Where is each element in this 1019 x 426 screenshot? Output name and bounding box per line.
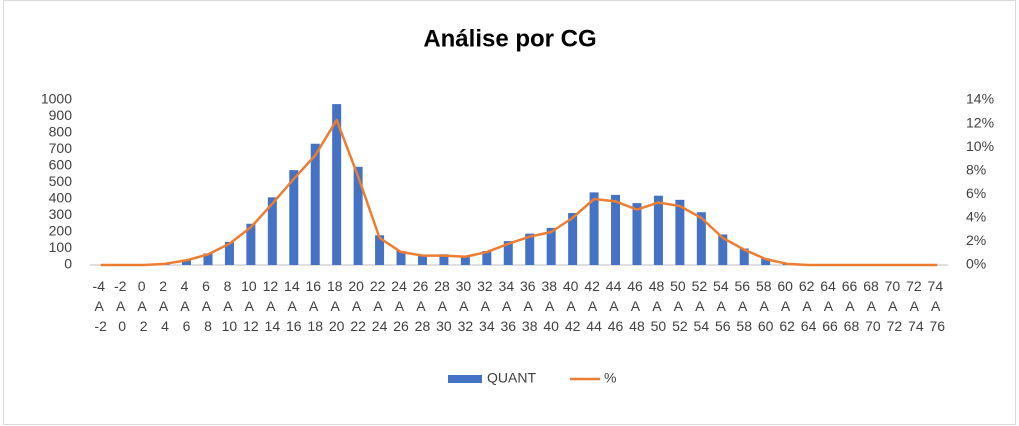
- x-tick-label: 26 A 28: [413, 278, 432, 334]
- x-tick-label: 24 A 26: [391, 278, 410, 334]
- y-tick-label: 700: [49, 140, 73, 156]
- x-tick-label: 14 A 16: [284, 278, 303, 334]
- bar: [203, 253, 213, 265]
- x-tick-label: 16 A 18: [305, 278, 324, 334]
- y-tick-label: 100: [49, 239, 73, 255]
- x-tick-label: 42 A 44: [584, 278, 603, 334]
- x-tick-label: 22 A 24: [370, 278, 389, 334]
- x-tick-label: 36 A 38: [520, 278, 539, 334]
- y-tick-label: 300: [49, 206, 73, 222]
- bar: [611, 194, 621, 265]
- bar: [546, 227, 556, 265]
- x-tick-label: 6 A 8: [202, 278, 214, 334]
- y2-tick-label: 12%: [966, 114, 994, 130]
- x-tick-label: 50 A 52: [670, 278, 689, 334]
- y-tick-label: 600: [49, 157, 73, 173]
- bar: [417, 255, 427, 265]
- bar: [589, 192, 599, 265]
- x-tick-label: 64 A 66: [820, 278, 839, 334]
- x-tick-label: 46 A 48: [627, 278, 646, 334]
- y2-tick-label: 6%: [966, 185, 986, 201]
- chart-title: Análise por CG: [423, 25, 596, 52]
- legend-label: %: [604, 370, 616, 386]
- bar: [460, 255, 470, 265]
- legend-label: QUANT: [487, 370, 536, 386]
- bar: [503, 241, 513, 265]
- y2-tick-label: 4%: [966, 209, 986, 225]
- y-tick-label: 800: [49, 124, 73, 140]
- bar: [653, 195, 663, 265]
- y-tick-label: 1000: [41, 91, 72, 107]
- bar: [675, 199, 685, 265]
- x-tick-label: 48 A 50: [649, 278, 668, 334]
- bar: [353, 166, 363, 265]
- bar: [246, 223, 256, 265]
- y2-tick-label: 8%: [966, 161, 986, 177]
- x-tick-label: 0 A 2: [137, 278, 149, 334]
- x-tick-label: 28 A 30: [434, 278, 453, 334]
- bar: [375, 235, 385, 265]
- x-tick-label: 32 A 34: [477, 278, 496, 334]
- bar: [482, 250, 492, 265]
- y2-tick-label: 2%: [966, 232, 986, 248]
- y2-tick-label: 10%: [966, 138, 994, 154]
- y-tick-label: 400: [49, 190, 73, 206]
- bar: [267, 197, 277, 265]
- y-tick-label: 900: [49, 107, 73, 123]
- bar: [224, 241, 234, 265]
- x-tick-label: -2 A 0: [114, 278, 130, 334]
- x-tick-label: 18 A 20: [327, 278, 346, 334]
- x-tick-label: 30 A 32: [456, 278, 475, 334]
- x-tick-label: 68 A 70: [863, 278, 882, 334]
- legend-swatch: [448, 375, 482, 383]
- bar: [396, 250, 406, 265]
- x-tick-label: 60 A 62: [777, 278, 796, 334]
- x-tick-label: 38 A 40: [541, 278, 560, 334]
- x-tick-label: 2 A 4: [159, 278, 171, 334]
- bar: [696, 212, 706, 265]
- bar: [739, 248, 749, 265]
- y-tick-label: 200: [49, 223, 73, 239]
- bar: [568, 213, 578, 265]
- y2-tick-label: 0%: [966, 256, 986, 272]
- x-tick-label: 20 A 22: [348, 278, 367, 334]
- y-tick-label: 500: [49, 173, 73, 189]
- x-tick-label: 10 A 12: [241, 278, 260, 334]
- x-tick-label: 62 A 64: [799, 278, 818, 334]
- bar: [632, 203, 642, 265]
- bar: [439, 254, 449, 265]
- y2-tick-label: 14%: [966, 91, 994, 107]
- line: [100, 118, 938, 267]
- x-tick-label: 66 A 68: [842, 278, 861, 334]
- bar: [289, 170, 299, 265]
- bar: [182, 260, 192, 265]
- x-tick-label: 70 A 72: [885, 278, 904, 334]
- x-tick-label: 44 A 46: [606, 278, 625, 334]
- bar: [761, 258, 771, 265]
- x-tick-label: 34 A 36: [499, 278, 518, 334]
- bar: [332, 104, 342, 265]
- bar: [718, 234, 728, 265]
- x-tick-label: -4 A -2: [93, 278, 109, 334]
- chart-border: [3, 0, 1016, 425]
- x-tick-label: 74 A 76: [928, 278, 947, 334]
- y-tick-label: 0: [64, 256, 72, 272]
- x-tick-label: 8 A 10: [222, 278, 238, 334]
- x-tick-label: 72 A 74: [906, 278, 925, 334]
- x-tick-label: 54 A 56: [713, 278, 732, 334]
- x-tick-label: 12 A 14: [263, 278, 282, 334]
- bar: [310, 143, 320, 265]
- x-tick-label: 4 A 6: [180, 278, 192, 334]
- x-tick-label: 58 A 60: [756, 278, 775, 334]
- x-tick-label: 52 A 54: [692, 278, 711, 334]
- bar: [525, 233, 535, 265]
- x-tick-label: 40 A 42: [563, 278, 582, 334]
- x-tick-label: 56 A 58: [734, 278, 753, 334]
